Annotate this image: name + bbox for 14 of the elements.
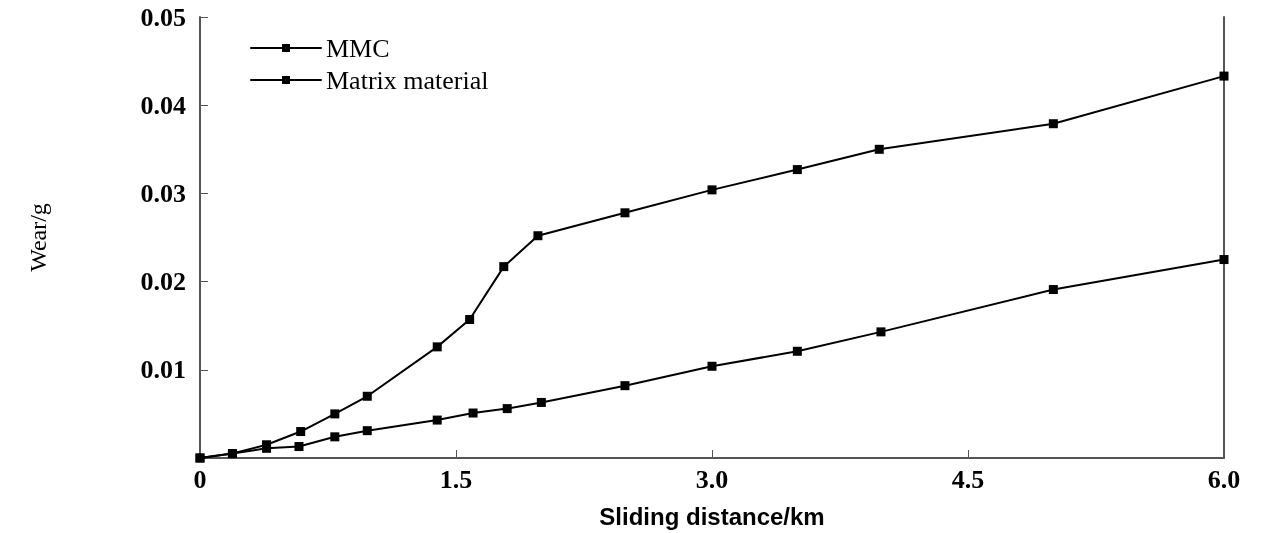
y-tick-label: 0.02 [140, 267, 186, 297]
x-tick-label: 3.0 [695, 464, 729, 494]
x-tick-label: 4.5 [951, 464, 985, 494]
x-tick-label: 0 [193, 464, 207, 494]
legend-label: Matrix material [326, 65, 489, 95]
y-axis-title: Wear/g [25, 203, 51, 272]
y-tick-label: 0.01 [140, 355, 186, 385]
legend-label: MMC [326, 33, 390, 63]
y-tick-label: 0.03 [140, 178, 186, 208]
x-tick-label: 6.0 [1207, 464, 1241, 494]
y-tick-label: 0.05 [140, 2, 186, 32]
x-axis-title: Sliding distance/km [599, 502, 825, 530]
y-tick-label: 0.04 [140, 90, 186, 120]
x-tick-label: 1.5 [439, 464, 473, 494]
